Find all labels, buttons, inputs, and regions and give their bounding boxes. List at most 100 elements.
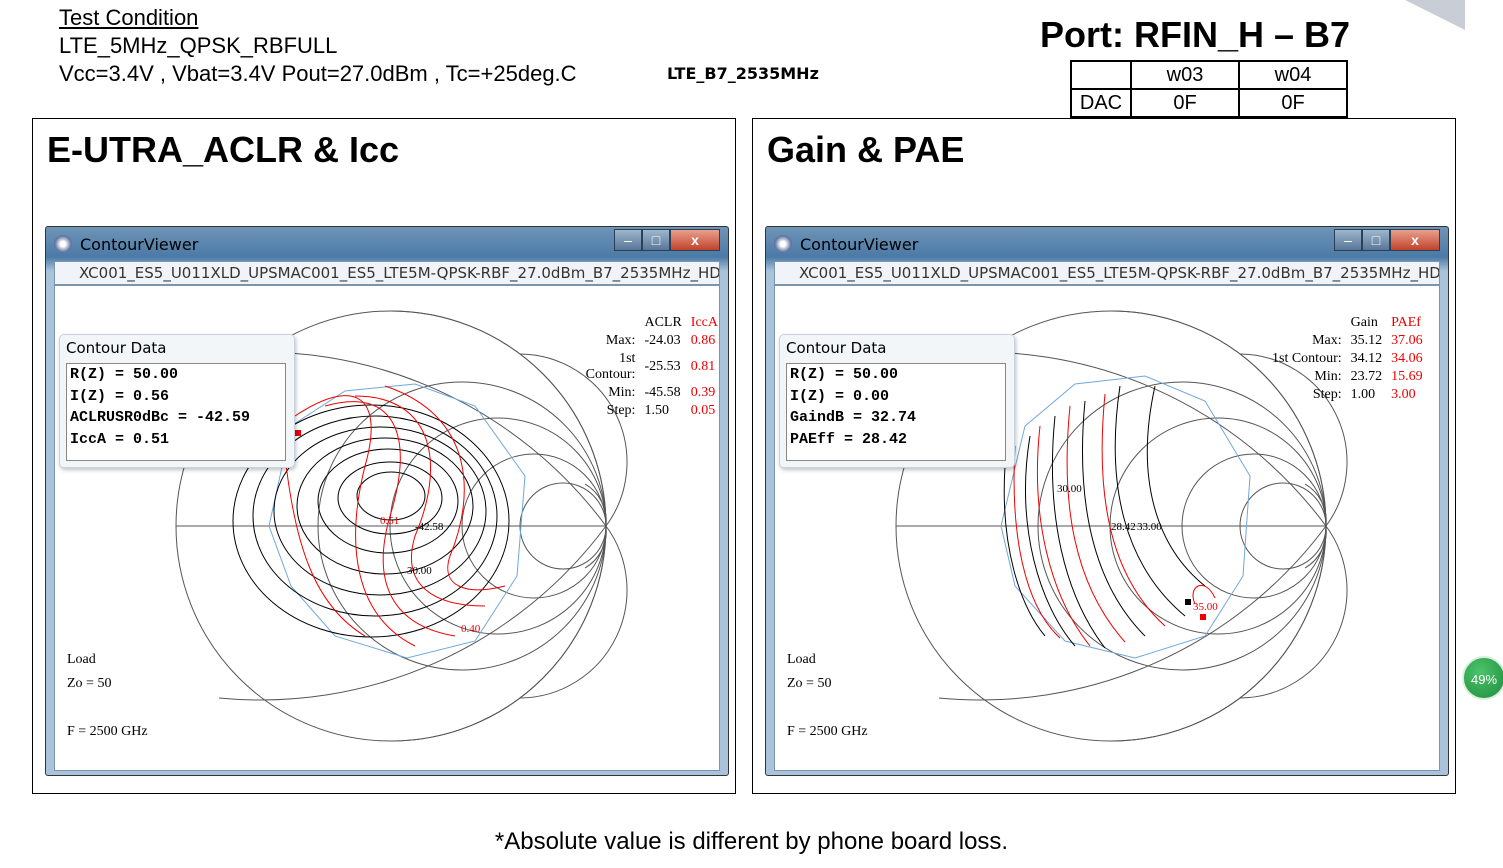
contour-viewer-window[interactable]: ContourViewer – □ x XC001_ES5_U011XLD_UP… (765, 226, 1449, 776)
panel-heading: E-UTRA_ACLR & Icc (47, 129, 400, 170)
legend-col-aclr: ACLR (644, 315, 682, 330)
file-path-bar: XC001_ES5_U011XLD_UPSMAC001_ES5_LTE5M-QP… (54, 261, 720, 285)
contour-data-title: Contour Data (66, 339, 167, 357)
dac-col-w03: w03 (1130, 60, 1240, 90)
contour-label-0: -42.58 (415, 521, 444, 533)
zo-label: Zo = 50 (787, 676, 832, 691)
legend-col-pae: PAEf (1391, 315, 1421, 330)
legend-label: 1st Contour: (585, 351, 636, 382)
file-path-bar: XC001_ES5_U011XLD_UPSMAC001_ES5_LTE5M-QP… (774, 261, 1440, 285)
app-icon (54, 235, 72, 253)
contour-pae: PAEff = 28.42 (790, 430, 908, 448)
legend-label: Step: (1312, 387, 1342, 402)
legend-value-red: 3.00 (1391, 387, 1416, 402)
smith-grid (175, 310, 628, 742)
contour-data-values: R(Z) = 50.00 I(Z) = 0.56 ACLRUSR0dBc = -… (66, 363, 286, 461)
port-title: Port: RFIN_H – B7 (1040, 14, 1351, 55)
progress-badge[interactable]: 49% (1462, 656, 1503, 700)
smith-chart-area[interactable]: -42.58 0.51 30.00 0.40 Contour Data R(Z)… (54, 285, 720, 771)
dac-value-w04: 0F (1238, 88, 1348, 118)
legend-value-red: 34.06 (1391, 351, 1423, 366)
dac-row-label: DAC (1070, 88, 1132, 118)
file-path: XC001_ES5_U011XLD_UPSMAC001_ES5_LTE5M-QP… (799, 264, 1440, 282)
gain-contours (1003, 385, 1206, 649)
test-conditions: Vcc=3.4V , Vbat=3.4V Pout=27.0dBm , Tc=+… (59, 61, 577, 86)
legend-value-red: 0.05 (690, 403, 716, 418)
contour-icc: IccA = 0.51 (70, 430, 170, 448)
legend-label: Step: (606, 403, 636, 418)
legend-value-red: 0.81 (690, 359, 716, 374)
legend-value-red: 0.86 (690, 333, 716, 348)
contour-data-title: Contour Data (786, 339, 887, 357)
legend-value: -45.58 (644, 385, 681, 400)
contour-viewer-window[interactable]: ContourViewer – □ x XC001_ES5_U011XLD_UP… (45, 226, 729, 776)
legend-value: 35.12 (1350, 333, 1383, 348)
legend-label: 1st Contour: (1272, 351, 1342, 366)
legend-value: -25.53 (644, 359, 681, 374)
legend-label: Min: (608, 385, 636, 400)
contour-data-panel: Contour Data R(Z) = 50.00 I(Z) = 0.00 Ga… (779, 334, 1015, 468)
footnote: *Absolute value is different by phone bo… (494, 828, 1009, 855)
load-label: Load (787, 652, 816, 667)
smith-chart: -42.58 0.51 30.00 0.40 (175, 310, 628, 742)
contour-aclr: ACLRUSR0dBc = -42.59 (70, 409, 251, 426)
dac-table: w03 w04 DAC 0F 0F (1070, 60, 1348, 118)
contour-gain: GaindB = 32.74 (790, 409, 917, 426)
contour-iz: I(Z) = 0.56 (70, 387, 170, 405)
legend-label: Min: (1314, 369, 1342, 384)
contour-iz: I(Z) = 0.00 (790, 387, 890, 405)
corner-decoration (1405, 0, 1465, 30)
legend-value: 1.50 (644, 403, 669, 418)
close-button[interactable]: x (670, 229, 720, 251)
contour-rz: R(Z) = 50.00 (790, 366, 899, 383)
legend-label: Max: (605, 333, 636, 348)
close-button[interactable]: x (1390, 229, 1440, 251)
minimize-button[interactable]: – (1334, 229, 1362, 251)
window-controls: – □ x (1334, 229, 1440, 251)
smith-chart: 30.00 28.42 33.00 35.00 (895, 310, 1348, 742)
contour-label-2: 30.00 (407, 565, 432, 577)
load-label: Load (67, 652, 96, 667)
max-icc-marker (295, 430, 301, 436)
contour-label-2: 33.00 (1137, 521, 1162, 533)
panel-gain-pae: Gain & PAE ContourViewer – □ x XC001_ES5… (752, 118, 1456, 794)
freq-label: F = 2500 GHz (67, 724, 148, 739)
dac-table-corner (1070, 60, 1132, 90)
file-path: XC001_ES5_U011XLD_UPSMAC001_ES5_LTE5M-QP… (79, 264, 720, 282)
maximize-button[interactable]: □ (1362, 229, 1390, 251)
contour-rz: R(Z) = 50.00 (70, 366, 179, 383)
legend-value-red: 37.06 (1391, 333, 1423, 348)
contour-legend: Gain PAEf Max: 35.12 37.06 1st Contour: 34.1… (1271, 314, 1424, 404)
dac-value-w03: 0F (1130, 88, 1240, 118)
pae-contours (1013, 393, 1216, 647)
legend-value: 1.00 (1350, 387, 1376, 402)
icc-contours (284, 385, 506, 647)
contour-label-3: 0.40 (461, 623, 481, 635)
contour-legend: ACLR IccA Max: -24.03 0.86 1st Contour: -25.… (575, 314, 719, 420)
panel-heading: Gain & PAE (767, 129, 965, 170)
legend-value-red: 0.39 (690, 385, 716, 400)
contour-data-values: R(Z) = 50.00 I(Z) = 0.00 GaindB = 32.74 … (786, 363, 1006, 461)
contour-label-1: 28.42 (1111, 521, 1136, 533)
band-label: LTE_B7_2535MHz (667, 64, 819, 83)
measurement-boundary (1000, 375, 1251, 659)
contour-label-0: 30.00 (1057, 483, 1082, 495)
window-title: ContourViewer (80, 235, 199, 254)
legend-value: -24.03 (644, 333, 681, 348)
legend-value-red: 15.69 (1391, 369, 1423, 384)
test-condition-title: Test Condition (59, 5, 199, 30)
max-gain-marker (1185, 599, 1191, 605)
legend-label: Max: (1312, 333, 1342, 348)
legend-col-gain: Gain (1350, 315, 1378, 330)
contour-label-1: 0.51 (380, 515, 399, 527)
contour-data-panel: Contour Data R(Z) = 50.00 I(Z) = 0.56 AC… (59, 334, 295, 468)
measurement-boundary (268, 383, 526, 659)
maximize-button[interactable]: □ (642, 229, 670, 251)
test-condition-block: Test Condition LTE_5MHz_QPSK_RBFULL Vcc=… (59, 4, 577, 88)
minimize-button[interactable]: – (614, 229, 642, 251)
smith-chart-area[interactable]: 30.00 28.42 33.00 35.00 Contour Data R(Z… (774, 285, 1440, 771)
contour-label-3: 35.00 (1193, 601, 1218, 613)
app-icon (774, 235, 792, 253)
legend-value: 34.12 (1350, 351, 1383, 366)
zo-label: Zo = 50 (67, 676, 112, 691)
